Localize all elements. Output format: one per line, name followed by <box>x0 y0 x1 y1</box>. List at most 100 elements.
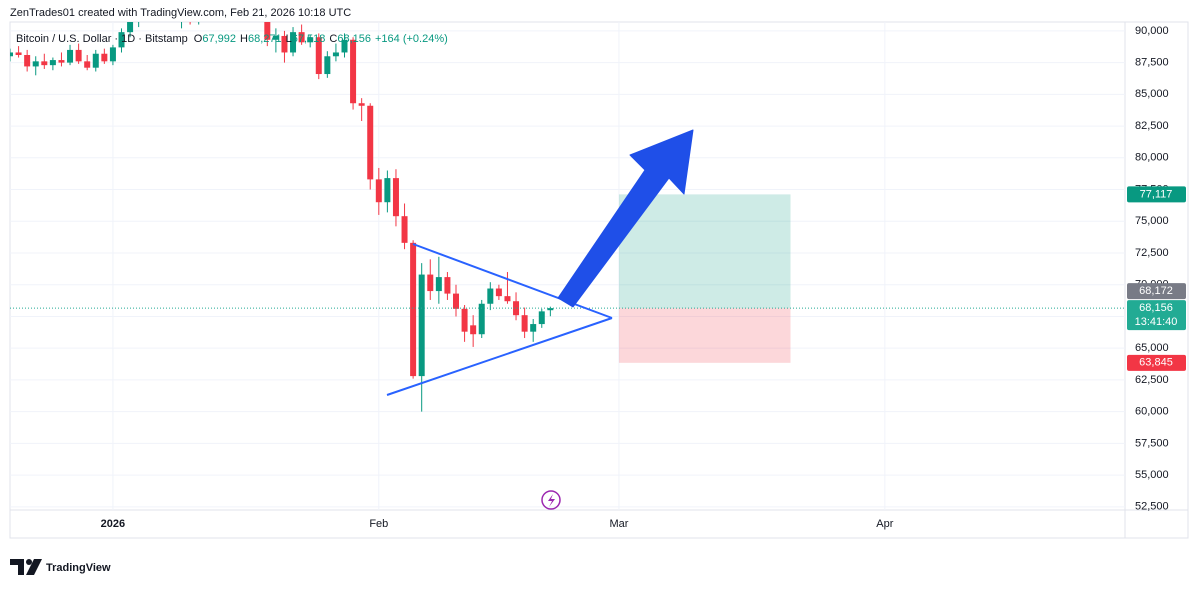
candle-body <box>435 277 442 292</box>
brand-dot <box>26 559 32 565</box>
chart-frame <box>9 21 1189 539</box>
candle-body <box>67 49 74 63</box>
y-tick-label: 55,000 <box>1135 469 1169 481</box>
legend-key: O <box>194 33 203 45</box>
y-tick-label: 57,500 <box>1135 437 1169 449</box>
candle-body <box>478 303 485 335</box>
legend-value: 68,156 <box>337 33 371 45</box>
price-label-box <box>1127 283 1186 300</box>
triangle-lower-line <box>386 317 613 396</box>
candle-body <box>418 274 425 377</box>
candle-body <box>109 47 116 62</box>
candle-body <box>444 277 451 294</box>
candle-body <box>538 311 545 325</box>
attribution: ZenTrades01 created with TradingView.com… <box>10 7 351 19</box>
candle-body <box>470 325 477 335</box>
y-tick-label: 90,000 <box>1135 25 1169 37</box>
candle-body <box>15 52 22 55</box>
drawings <box>386 129 694 510</box>
y-tick-label: 87,500 <box>1135 57 1169 69</box>
candle-body <box>504 296 511 302</box>
y-tick-label: 72,500 <box>1135 247 1169 259</box>
price-labels: 68,156 13:41:40 77,117 68,172 63,845 <box>1127 186 1186 371</box>
price-label: 77,117 <box>1140 188 1173 200</box>
triangle-upper-line <box>412 243 613 319</box>
candle-body <box>453 293 459 309</box>
lightning-bolt <box>548 494 555 507</box>
price-label-box <box>1127 300 1186 331</box>
candle-body <box>118 32 125 48</box>
y-tick-label: 85,000 <box>1135 88 1169 100</box>
legend-change: +164 (+0.24%) <box>375 33 448 45</box>
candle-body <box>32 61 39 67</box>
y-tick-label: 60,000 <box>1135 406 1169 418</box>
symbol-legend: Bitcoin / U.S. Dollar · 1D · Bitstamp O 67… <box>16 33 448 45</box>
grid <box>10 22 1125 510</box>
profit-zone <box>618 194 791 309</box>
candle-body <box>290 32 297 53</box>
candle-body <box>24 54 31 67</box>
candle-body <box>358 103 365 106</box>
legend-key: L <box>286 33 292 45</box>
x-tick-label: 2026 <box>101 518 125 530</box>
candle-body <box>461 308 468 332</box>
legend-key: C <box>329 33 337 45</box>
y-tick-label: 80,000 <box>1135 152 1169 164</box>
y-tick-label: 82,500 <box>1135 120 1169 132</box>
candle-body <box>84 61 91 68</box>
lightning-icon <box>541 490 561 510</box>
candle-body <box>101 53 108 62</box>
candles <box>10 0 1125 412</box>
candle-body <box>350 39 357 104</box>
candle-body <box>547 308 554 311</box>
x-tick-label: Mar <box>609 518 628 530</box>
candle-body <box>315 37 322 75</box>
brand-logo: TradingView <box>10 559 111 575</box>
candle-body <box>384 178 391 203</box>
candle-body <box>341 39 348 53</box>
candle-body <box>127 22 134 33</box>
price-sublabel: 13:41:40 <box>1135 316 1178 328</box>
candle-body <box>272 35 279 40</box>
candle-body <box>375 179 382 203</box>
candle-body <box>367 105 374 180</box>
price-label: 68,156 <box>1139 302 1173 314</box>
candle-body <box>281 35 288 53</box>
brand-mark <box>10 559 42 575</box>
candle-body <box>410 242 417 377</box>
symbol: Bitcoin / U.S. Dollar · 1D · Bitstamp <box>16 33 188 45</box>
candle-body <box>92 53 99 68</box>
candle-body <box>298 32 305 43</box>
y-tick-label: 62,500 <box>1135 374 1169 386</box>
y-tick-label: 75,000 <box>1135 215 1169 227</box>
candle-body <box>324 56 331 75</box>
candle-body <box>58 60 65 63</box>
x-tick-label: Apr <box>876 518 893 530</box>
candle-body <box>332 52 339 57</box>
x-tick-label: Feb <box>369 518 388 530</box>
position-tool <box>618 194 791 363</box>
candle-body <box>495 288 502 297</box>
loss-zone <box>618 308 791 363</box>
candle-body <box>513 301 520 316</box>
candle-body <box>10 52 13 57</box>
candle-body <box>161 0 167 3</box>
y-tick-label: 65,000 <box>1135 342 1169 354</box>
candle-body <box>521 315 528 332</box>
candle-body <box>401 216 408 243</box>
candle-body <box>41 61 48 66</box>
legend-value: 67,518 <box>292 33 326 45</box>
candle-body <box>75 49 82 62</box>
candle-body <box>264 22 271 40</box>
arrow <box>557 129 694 308</box>
legend-value: 68,271 <box>248 33 282 45</box>
price-label-box <box>1127 186 1186 203</box>
candle-body <box>530 324 537 332</box>
candle-body <box>392 178 399 217</box>
price-label: 63,845 <box>1139 357 1173 369</box>
candle-body <box>49 60 56 66</box>
candle-body <box>307 37 314 43</box>
price-label: 68,172 <box>1139 285 1173 297</box>
brand-name: TradingView <box>46 562 111 574</box>
